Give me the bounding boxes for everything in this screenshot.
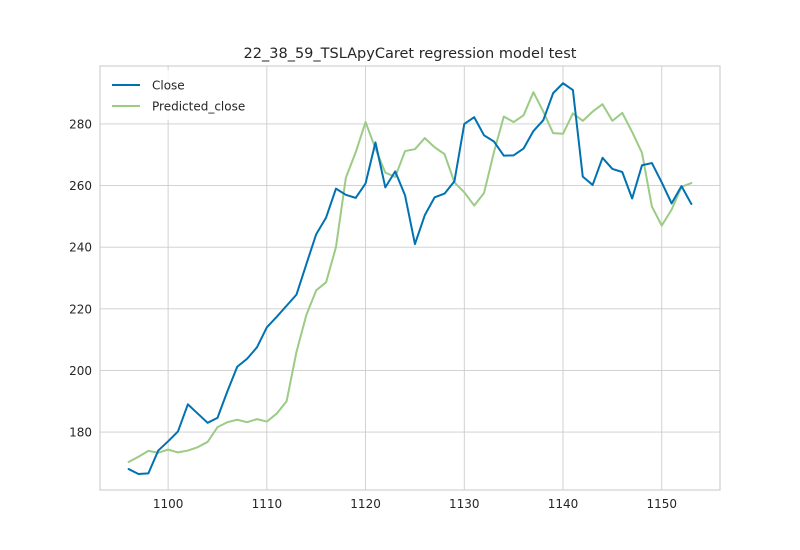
series-lines — [127, 82, 693, 475]
x-tick-label: 1100 — [153, 497, 184, 511]
y-tick-label: 240 — [69, 241, 92, 255]
y-tick-label: 260 — [69, 179, 92, 193]
y-tick-label: 200 — [69, 364, 92, 378]
legend-label-close: Close — [152, 79, 185, 93]
legend-label-predicted-close: Predicted_close — [152, 100, 245, 114]
x-tick-label: 1150 — [646, 497, 677, 511]
y-axis-ticks: 180 200 220 240 260 280 — [69, 117, 92, 439]
x-tick-label: 1110 — [252, 497, 283, 511]
x-tick-label: 1130 — [449, 497, 480, 511]
legend-box — [104, 70, 256, 120]
series-line-close — [127, 82, 693, 475]
x-tick-label: 1140 — [548, 497, 579, 511]
y-tick-label: 280 — [69, 117, 92, 131]
plot-frame — [99, 65, 721, 491]
y-tick-label: 220 — [69, 302, 92, 316]
legend: Close Predicted_close — [104, 70, 256, 120]
x-tick-label: 1120 — [350, 497, 381, 511]
grid — [100, 66, 720, 490]
y-tick-label: 180 — [69, 426, 92, 440]
chart-title: 22_38_59_TSLApyCaret regression model te… — [244, 46, 577, 62]
series-line-predicted-close — [127, 91, 693, 463]
x-axis-ticks: 1100 1110 1120 1130 1140 1150 — [153, 497, 677, 511]
